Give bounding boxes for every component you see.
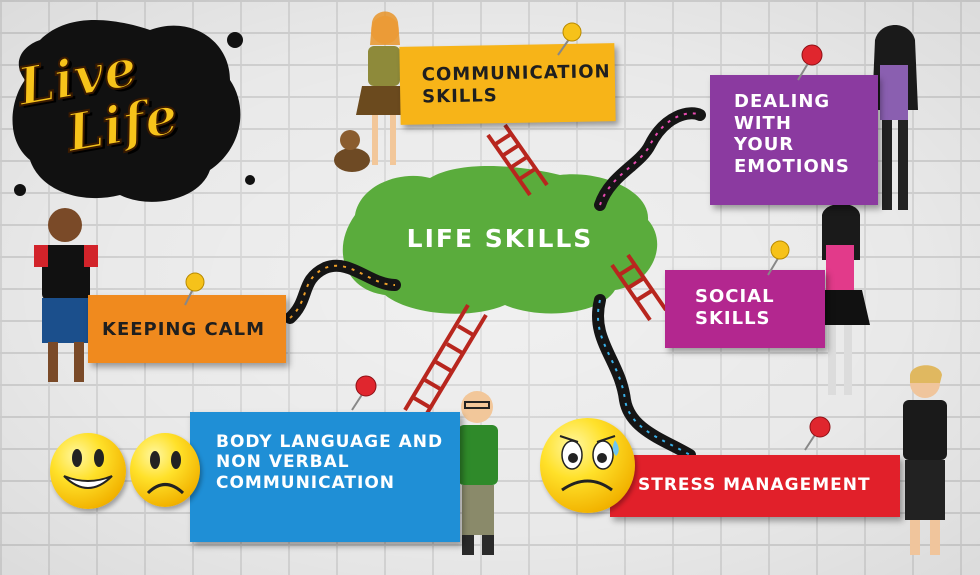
- push-pin-icon: [351, 375, 377, 411]
- card-label: SOCIAL SKILLS: [695, 286, 775, 329]
- card-label: STRESS MANAGEMENT: [638, 475, 871, 495]
- boy-left-character: [34, 208, 98, 382]
- card-keeping-calm: KEEPING CALM: [88, 295, 286, 363]
- smiley-sad-icon: [130, 433, 200, 507]
- guitar-girl-character: [872, 25, 918, 210]
- smiley-happy-icon: [50, 433, 126, 509]
- emo-girl-character: [810, 203, 870, 395]
- card-label: KEEPING CALM: [102, 319, 266, 340]
- card-body-language: BODY LANGUAGE AND NON VERBAL COMMUNICATI…: [190, 412, 460, 542]
- card-label: BODY LANGUAGE AND NON VERBAL COMMUNICATI…: [216, 432, 444, 493]
- glasses-boy-character: [458, 391, 498, 555]
- push-pin-icon: [184, 272, 205, 306]
- ladder-top: [486, 123, 549, 197]
- push-pin-icon: [797, 44, 823, 81]
- push-pin-icon: [767, 240, 790, 276]
- worried-face-icon: [540, 418, 635, 513]
- dog-character: [334, 130, 370, 172]
- blond-boy-character: [903, 365, 947, 555]
- life-skills-blob: [342, 165, 658, 314]
- push-pin-icon: [557, 22, 582, 56]
- ladder-right: [610, 253, 668, 322]
- card-dealing-with-emotions: DEALING WITH YOUR EMOTIONS: [710, 75, 878, 205]
- ladder-bottom: [403, 303, 488, 422]
- center-title: LIFE SKILLS: [406, 224, 594, 253]
- snake-left: [284, 259, 401, 324]
- card-stress-management: STRESS MANAGEMENT: [610, 455, 900, 517]
- girl-character: [356, 11, 412, 165]
- push-pin-icon: [804, 416, 831, 451]
- card-label: DEALING WITH YOUR EMOTIONS: [734, 91, 850, 177]
- logo-splat: [12, 20, 255, 202]
- card-social-skills: SOCIAL SKILLS: [665, 270, 825, 348]
